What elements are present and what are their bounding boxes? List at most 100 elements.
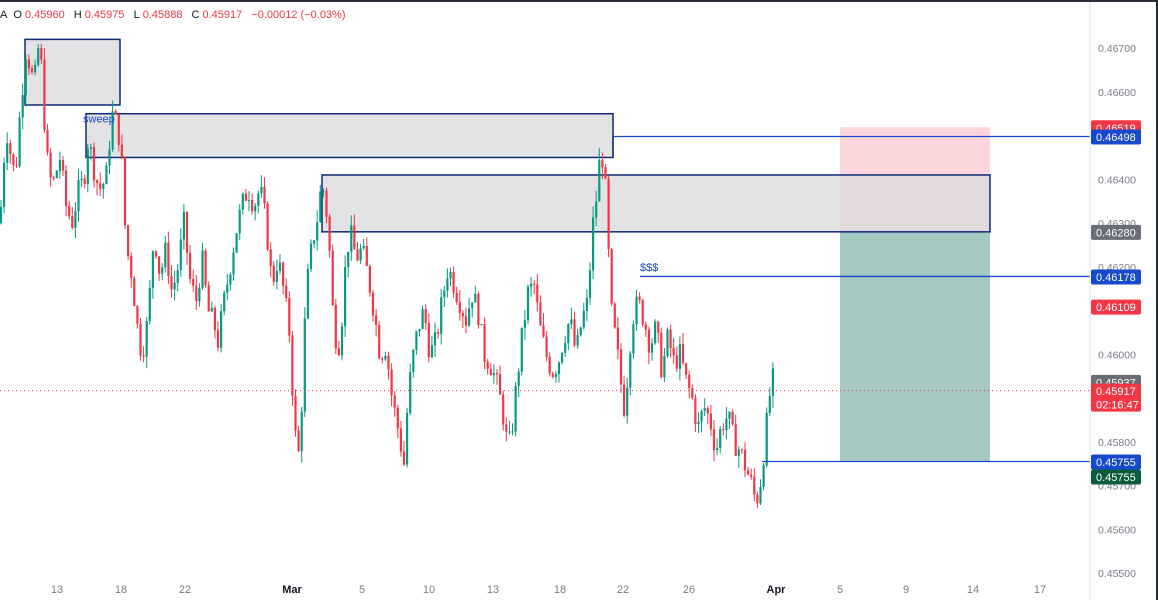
- candle-body: [551, 373, 554, 377]
- y-tick-label: 0.45500: [1098, 568, 1136, 580]
- candle-body: [204, 250, 207, 286]
- candle: [598, 148, 601, 202]
- candle-body: [303, 318, 306, 412]
- candle: [418, 328, 421, 337]
- candle: [117, 113, 120, 152]
- ohlc-legend: A O 0.45960 H 0.45975 L 0.45888 C 0.45917 −0…: [0, 9, 352, 21]
- candle: [123, 156, 127, 229]
- candle: [663, 348, 666, 383]
- candle-body: [598, 160, 601, 202]
- candle: [266, 201, 269, 252]
- candle: [756, 491, 759, 508]
- candle: [669, 324, 672, 358]
- candle-body: [592, 217, 595, 271]
- candle-body: [151, 251, 154, 288]
- candle: [21, 83, 24, 130]
- candle-body: [313, 240, 316, 244]
- candle: [232, 247, 235, 281]
- candle-body: [387, 355, 390, 370]
- candle-body: [722, 429, 725, 431]
- candle: [647, 326, 650, 365]
- candle-body: [499, 374, 502, 395]
- candle-body: [688, 374, 691, 388]
- candle: [427, 313, 430, 363]
- candle: [213, 305, 216, 339]
- symbol-fragment: A: [0, 9, 8, 21]
- candle: [495, 369, 499, 385]
- candle: [461, 310, 464, 328]
- candle: [619, 342, 623, 393]
- y-tick-label: 0.45600: [1098, 524, 1136, 536]
- x-tick-label: 13: [51, 584, 63, 596]
- price-tag: 0.46178: [1091, 269, 1141, 285]
- price-tag-bg: [1091, 224, 1141, 240]
- candle: [737, 445, 740, 468]
- candle: [433, 322, 437, 357]
- candle: [130, 252, 133, 288]
- y-tick-label: 0.45800: [1098, 437, 1136, 449]
- candle-body: [660, 332, 663, 378]
- candle-body: [58, 159, 61, 171]
- x-tick-label: Mar: [282, 584, 302, 596]
- candle: [201, 242, 204, 290]
- x-tick-label: 18: [554, 584, 566, 596]
- candle-body: [697, 421, 700, 425]
- candle: [269, 242, 272, 278]
- candle-body: [731, 411, 734, 425]
- candle: [365, 237, 368, 267]
- candle: [709, 404, 712, 437]
- candle: [561, 352, 564, 365]
- candle-body: [440, 297, 443, 334]
- candle-body: [247, 199, 251, 201]
- candle: [74, 201, 77, 239]
- candle: [719, 426, 722, 454]
- candle-body: [623, 384, 626, 416]
- candle-body: [92, 146, 96, 181]
- candle: [523, 309, 526, 340]
- candle-body: [663, 355, 666, 378]
- candle-body: [99, 183, 102, 189]
- candle-body: [83, 178, 86, 184]
- x-tick-label: 22: [617, 584, 629, 596]
- price-tag: 0.45755: [1091, 454, 1141, 470]
- candle: [136, 305, 139, 329]
- candle-body: [24, 59, 27, 96]
- candle-body: [46, 129, 49, 153]
- candle-body: [468, 308, 471, 326]
- candle-body: [306, 269, 309, 319]
- close-label: C: [191, 9, 200, 21]
- candle: [282, 261, 285, 295]
- open-label: O: [13, 9, 22, 21]
- candle: [15, 157, 18, 168]
- candle: [40, 43, 43, 64]
- candle-body: [325, 190, 328, 217]
- candle-body: [37, 48, 40, 65]
- price-tag: 0.46280: [1091, 224, 1141, 240]
- candle-body: [520, 327, 523, 372]
- high-value: 0.45975: [84, 9, 125, 21]
- candle: [189, 244, 192, 284]
- candle: [368, 264, 371, 297]
- candle-body: [564, 343, 567, 353]
- candle-body: [195, 285, 198, 301]
- candle-body: [223, 292, 226, 312]
- candle-body: [0, 206, 3, 224]
- candle: [12, 153, 15, 172]
- candle: [371, 289, 375, 322]
- candle-body: [740, 449, 743, 451]
- candle-body: [486, 361, 489, 369]
- candle-body: [672, 347, 675, 356]
- candle: [443, 285, 446, 307]
- candle-body: [542, 325, 545, 337]
- candle: [681, 332, 685, 366]
- candle: [678, 336, 681, 381]
- candle: [244, 188, 247, 202]
- candle: [626, 377, 629, 424]
- candle: [762, 462, 765, 491]
- price-tag-label: 0.46178: [1096, 272, 1136, 284]
- candle-body: [167, 242, 170, 276]
- candle-body: [762, 465, 765, 487]
- candle: [331, 244, 334, 307]
- candle-body: [182, 212, 185, 240]
